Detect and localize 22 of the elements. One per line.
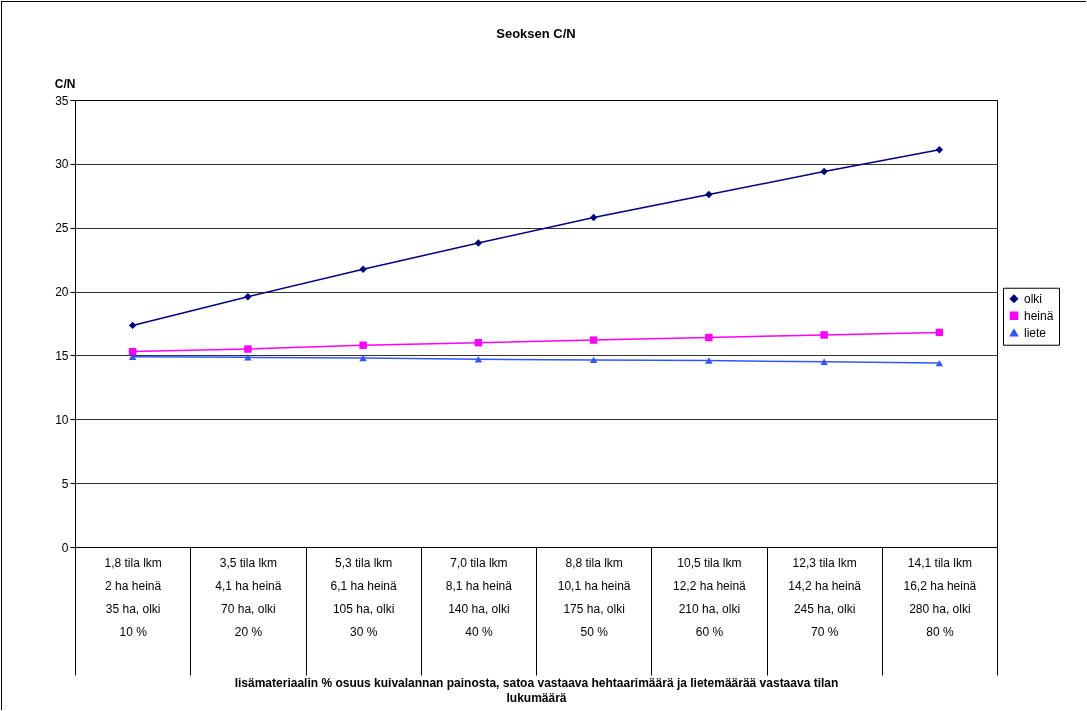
y-tick-label: 35 — [55, 93, 69, 108]
x-tick-label: 7,0 tila lkm 8,1 ha heinä 140 ha, olki 40 % — [445, 555, 513, 639]
y-tick-label: 0 — [61, 540, 69, 555]
y-tick-label: 5 — [61, 476, 69, 491]
x-tick-label: 3,5 tila lkm 4,1 ha heinä 70 ha, olki 20 % — [215, 555, 282, 639]
legend-label: heinä — [1024, 308, 1054, 323]
x-tick-label: 5,3 tila lkm 6,1 ha heinä 105 ha, olki 30 % — [330, 555, 397, 639]
y-tick-label: 25 — [55, 221, 69, 236]
x-axis-title: lisämateriaalin % osuus kuivalannan painosta, satoa vastaava hehtaarimäärä ja lietemäärää vastaava tilan lukumäärä — [234, 676, 839, 705]
chart-title: Seoksen C/N — [496, 26, 576, 41]
x-tick-label: 14,1 tila lkm 16,2 ha heinä 280 ha, olki 80 % — [903, 555, 977, 639]
x-tick-label: 12,3 tila lkm 14,2 ha heinä 245 ha, olki 70 % — [788, 555, 862, 639]
legend-label: olki — [1024, 291, 1043, 306]
y-axis-title: C/N — [54, 76, 76, 91]
x-tick-label: 8,8 tila lkm 10,1 ha heinä 175 ha, olki 50 % — [557, 555, 631, 639]
y-tick-label: 20 — [55, 285, 69, 300]
y-tick-label: 10 — [55, 412, 69, 427]
y-tick-label: 15 — [55, 348, 69, 363]
y-tick-label: 30 — [55, 157, 69, 172]
x-tick-label: 10,5 tila lkm 12,2 ha heinä 210 ha, olki 60 % — [673, 555, 747, 639]
x-tick-label: 1,8 tila lkm 2 ha heinä 35 ha, olki 10 % — [104, 555, 162, 639]
legend-label: liete — [1024, 325, 1047, 340]
